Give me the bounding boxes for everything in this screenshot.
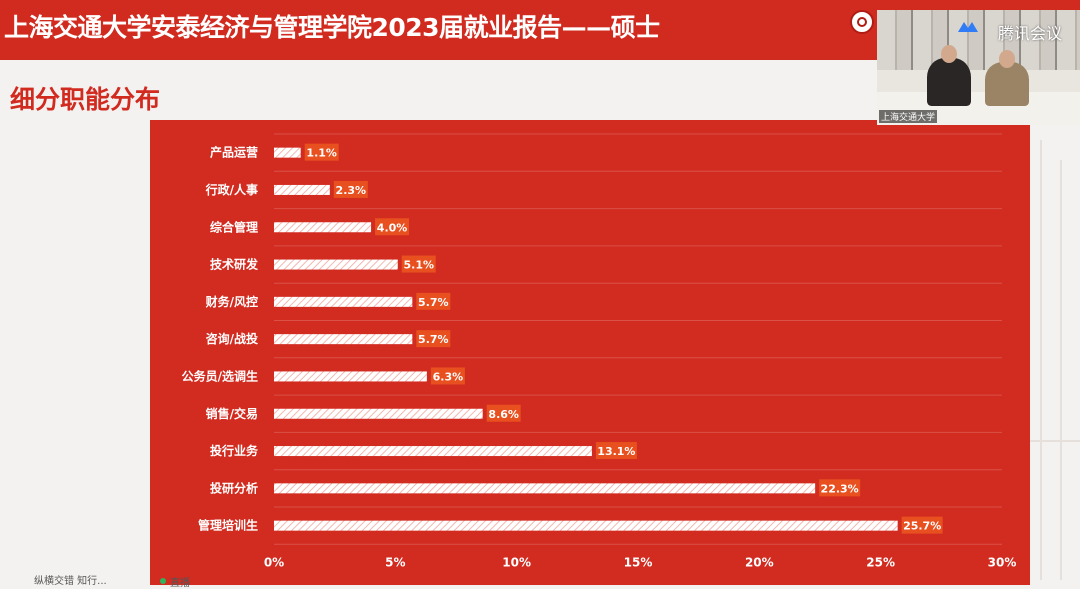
university-seal-icon	[850, 10, 874, 34]
bar-chart: 0% 5% 10% 15% 20% 25% 30% 产品运营 1.1% 行政/人事 2.3% 综合管理…	[182, 133, 1017, 569]
video-caption: 上海交通大学	[879, 110, 938, 123]
x-tick-label: 25%	[866, 555, 895, 569]
value-label-bg	[375, 218, 410, 236]
bottom-caption: 纵横交错 知行...	[34, 576, 107, 587]
x-tick-label: 30%	[988, 555, 1017, 569]
value-label-bg	[486, 404, 521, 422]
value-label-bg	[333, 180, 368, 198]
value-label-bg	[819, 479, 861, 497]
x-tick-label: 10%	[502, 555, 531, 569]
person-left-head	[941, 45, 957, 63]
bar	[274, 334, 413, 345]
bar	[274, 296, 413, 307]
category-label: 投研分析	[210, 480, 258, 495]
category-label: 公务员/选调生	[182, 368, 258, 383]
category-label: 管理培训生	[198, 518, 258, 533]
value-label: 4.0%	[377, 221, 408, 234]
video-feed[interactable]: 上海交通大学	[877, 10, 1080, 125]
value-label: 6.3%	[433, 370, 464, 383]
value-label-bg	[901, 516, 943, 534]
x-tick-label: 20%	[745, 555, 774, 569]
decorative-line	[1060, 160, 1062, 580]
value-label: 13.1%	[597, 445, 635, 458]
value-label-bg	[416, 330, 451, 348]
section-title: 细分职能分布	[10, 85, 161, 114]
value-label-bg	[304, 143, 339, 161]
value-label-bg	[416, 292, 451, 310]
live-status-icon	[160, 578, 166, 584]
bar	[274, 371, 427, 382]
bar	[274, 147, 301, 158]
meeting-app-name: 腾讯会议	[998, 24, 1063, 43]
bar	[274, 222, 372, 233]
value-label-bg	[401, 255, 436, 273]
value-label: 5.7%	[418, 296, 449, 309]
category-label: 综合管理	[210, 219, 258, 234]
live-label: 直播	[170, 578, 190, 589]
value-label: 1.1%	[306, 147, 337, 160]
category-label: 销售/交易	[206, 406, 258, 421]
person-right	[985, 62, 1029, 106]
category-label: 投行业务	[210, 443, 259, 458]
x-tick-label: 0%	[264, 555, 284, 569]
x-tick-label: 15%	[624, 555, 653, 569]
chart-panel: 0% 5% 10% 15% 20% 25% 30% 产品运营 1.1% 行政/人事 2.3% 综合管理…	[150, 120, 1030, 585]
category-label: 财务/风控	[205, 294, 258, 309]
bar	[274, 408, 483, 419]
value-label-bg	[430, 367, 465, 385]
value-label: 2.3%	[336, 184, 367, 197]
bar	[274, 483, 816, 494]
value-label: 25.7%	[903, 520, 941, 533]
value-label: 5.1%	[404, 259, 435, 272]
bar	[274, 184, 330, 195]
decorative-line	[1030, 440, 1080, 442]
bar	[274, 446, 592, 457]
decorative-line	[1040, 140, 1042, 580]
bar	[274, 259, 398, 270]
meeting-logo-icon	[958, 22, 978, 32]
value-label: 5.7%	[418, 333, 449, 346]
report-title: 上海交通大学安泰经济与管理学院2023届就业报告——硕士	[4, 13, 660, 42]
x-tick-label: 5%	[385, 555, 405, 569]
bookshelf-background	[877, 10, 1080, 70]
category-label: 行政/人事	[205, 182, 258, 197]
category-label: 咨询/战投	[206, 331, 258, 346]
value-label: 8.6%	[488, 408, 519, 421]
value-label: 22.3%	[821, 482, 859, 495]
value-label-bg	[595, 442, 637, 460]
person-right-head	[999, 50, 1015, 68]
category-label: 技术研发	[210, 257, 259, 272]
person-left	[927, 58, 971, 106]
bar	[274, 520, 898, 531]
category-label: 产品运营	[210, 145, 258, 160]
